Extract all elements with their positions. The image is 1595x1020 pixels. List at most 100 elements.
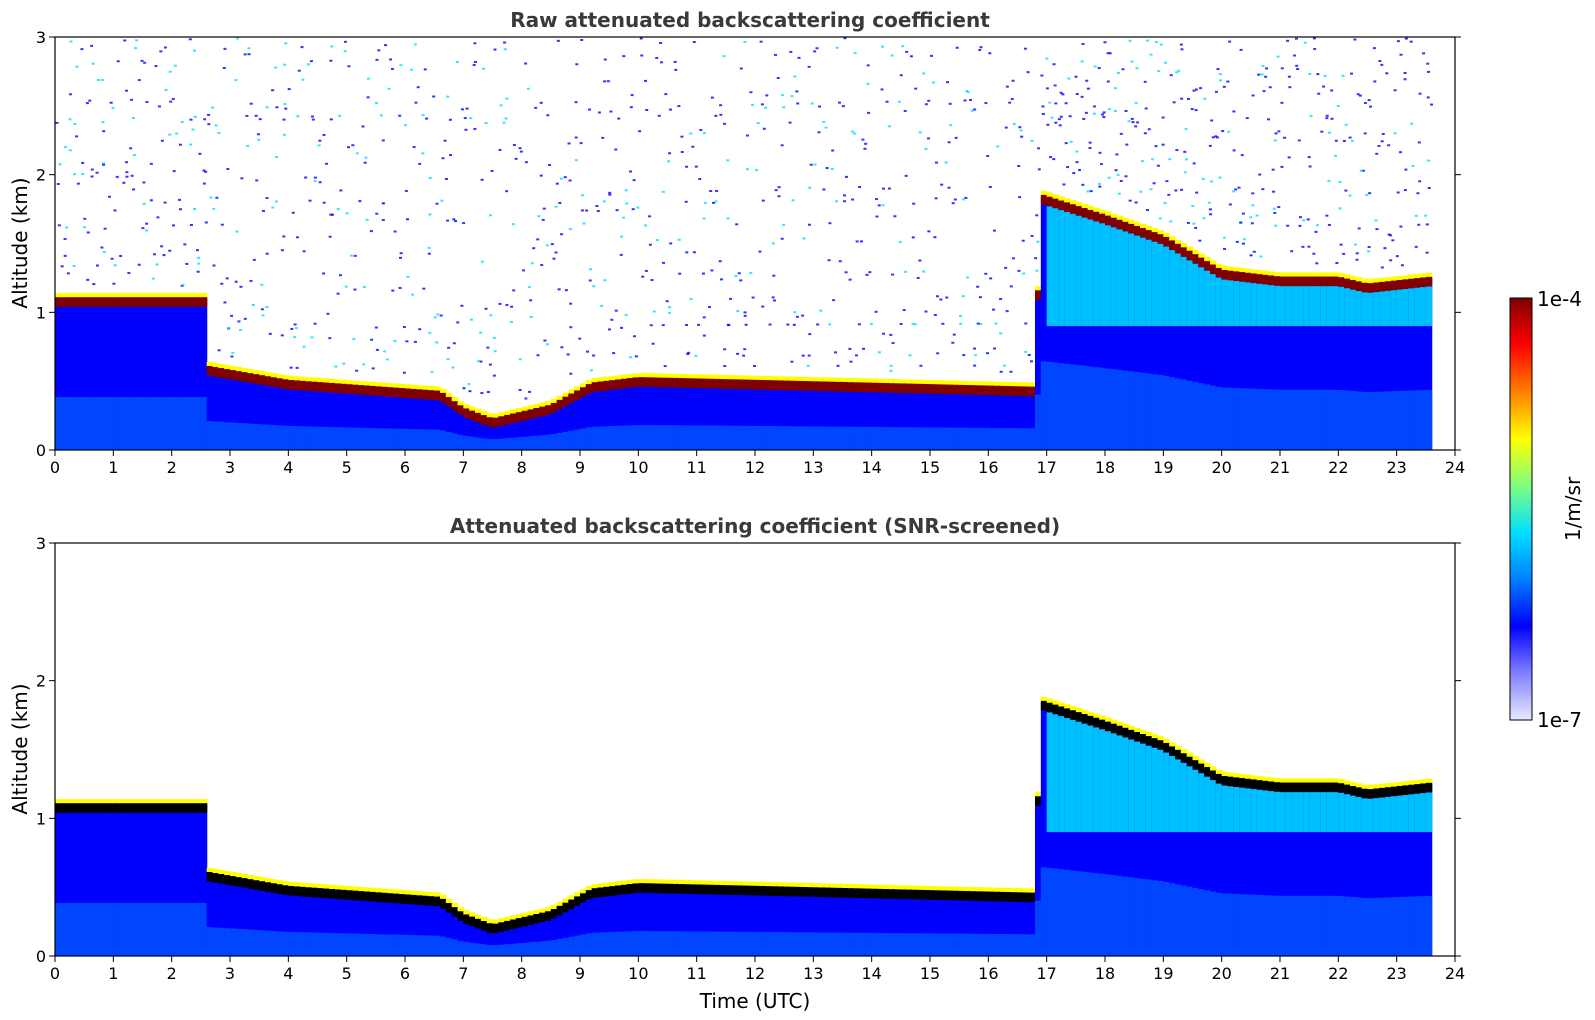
layer-edge-cell bbox=[1134, 727, 1141, 733]
noise-cell bbox=[1335, 261, 1339, 264]
boundary-layer-cell bbox=[970, 386, 978, 450]
near-surface-cell bbox=[1151, 374, 1159, 450]
cloud-layer-cell bbox=[760, 380, 768, 390]
noise-cell bbox=[1035, 269, 1039, 272]
layer-edge-cell bbox=[195, 799, 202, 804]
cloud-layer-cell bbox=[574, 390, 581, 401]
cloud-layer-cell bbox=[644, 377, 651, 387]
cloud-layer-cell bbox=[183, 297, 190, 307]
noise-cell bbox=[1002, 364, 1006, 367]
near-surface-cell bbox=[259, 424, 266, 450]
layer-edge-cell bbox=[1408, 780, 1415, 786]
noise-cell bbox=[528, 390, 532, 393]
near-surface-cell bbox=[848, 932, 855, 956]
layer-edge-cell bbox=[107, 293, 114, 298]
boundary-layer-cell bbox=[1361, 790, 1369, 956]
cloud-layer-cell bbox=[72, 297, 79, 307]
boundary-layer-cell bbox=[475, 920, 482, 956]
cloud-layer-cell bbox=[469, 410, 476, 421]
near-surface-cell bbox=[1268, 389, 1275, 450]
boundary-layer-cell bbox=[784, 381, 791, 450]
noise-cell bbox=[617, 117, 621, 120]
cloud-layer-cell bbox=[1274, 782, 1281, 792]
layer-edge-cell bbox=[819, 377, 826, 383]
noise-cell bbox=[490, 169, 494, 172]
boundary-layer-cell bbox=[66, 298, 74, 450]
noise-cell bbox=[1249, 254, 1253, 257]
noise-cell bbox=[1286, 39, 1290, 42]
cloud-layer-cell bbox=[90, 297, 97, 307]
noise-cell bbox=[1425, 223, 1429, 226]
noise-cell bbox=[569, 326, 573, 329]
layer-edge-cell bbox=[725, 881, 733, 886]
noise-cell bbox=[1315, 262, 1319, 265]
aerosol-cell bbox=[1361, 292, 1369, 327]
noise-cell bbox=[899, 74, 903, 77]
noise-cell bbox=[405, 218, 409, 221]
cloud-layer-cell bbox=[935, 890, 943, 900]
boundary-layer-cell bbox=[451, 908, 459, 956]
noise-cell bbox=[817, 131, 821, 134]
cloud-layer-cell bbox=[1332, 276, 1339, 287]
near-surface-cell bbox=[160, 902, 167, 956]
near-surface-cell bbox=[965, 933, 972, 956]
noise-cell bbox=[608, 328, 612, 331]
noise-cell bbox=[541, 218, 545, 221]
noise-cell bbox=[433, 316, 437, 319]
near-surface-cell bbox=[1396, 390, 1404, 450]
layer-edge-cell bbox=[749, 881, 756, 887]
noise-cell bbox=[389, 58, 393, 61]
layer-edge-cell bbox=[235, 872, 243, 878]
layer-edge-cell bbox=[545, 907, 552, 912]
cloud-layer-cell bbox=[1204, 767, 1211, 777]
aerosol-cell bbox=[1297, 792, 1304, 833]
cloud-layer-cell bbox=[685, 884, 692, 894]
noise-cell bbox=[634, 355, 638, 358]
cloud-layer-cell bbox=[731, 885, 739, 895]
layer-edge-cell bbox=[1169, 742, 1176, 748]
boundary-layer-cell bbox=[335, 384, 342, 450]
layer-edge-cell bbox=[1320, 272, 1328, 278]
layer-edge-cell bbox=[119, 799, 126, 804]
near-surface-cell bbox=[1204, 384, 1211, 450]
near-surface-cell bbox=[498, 944, 505, 956]
near-surface-cell bbox=[381, 934, 389, 956]
near-surface-cell bbox=[1344, 390, 1351, 450]
aerosol-cell bbox=[1110, 227, 1118, 327]
noise-cell bbox=[608, 193, 612, 196]
aerosol-cell bbox=[1250, 283, 1258, 327]
noise-cell bbox=[318, 139, 322, 142]
cloud-layer-cell bbox=[1145, 736, 1153, 746]
boundary-layer-cell bbox=[889, 384, 896, 450]
near-surface-cell bbox=[364, 933, 371, 956]
noise-cell bbox=[755, 169, 759, 172]
cloud-layer-cell bbox=[136, 297, 144, 307]
noise-cell bbox=[881, 45, 885, 48]
near-surface-cell bbox=[1320, 389, 1328, 450]
noise-cell bbox=[282, 235, 286, 238]
near-surface-cell bbox=[801, 426, 809, 450]
layer-edge-cell bbox=[294, 376, 301, 382]
boundary-layer-cell bbox=[825, 888, 832, 956]
near-surface-cell bbox=[889, 933, 896, 956]
layer-edge-cell bbox=[335, 379, 342, 385]
noise-cell bbox=[1375, 152, 1379, 155]
cloud-layer-cell bbox=[1210, 264, 1217, 275]
aerosol-cell bbox=[1128, 233, 1135, 327]
layer-edge-cell bbox=[113, 293, 120, 298]
near-surface-cell bbox=[1309, 389, 1316, 450]
boundary-layer-cell bbox=[428, 897, 435, 956]
noise-cell bbox=[125, 89, 129, 92]
noise-cell bbox=[402, 371, 406, 374]
noise-cell bbox=[986, 155, 990, 158]
cloud-layer-cell bbox=[1093, 211, 1100, 222]
noise-cell bbox=[861, 138, 865, 141]
boundary-layer-cell bbox=[1145, 737, 1153, 956]
cloud-layer-cell bbox=[609, 380, 616, 390]
noise-cell bbox=[480, 392, 484, 395]
noise-cell bbox=[904, 270, 908, 273]
aerosol-cell bbox=[1134, 741, 1141, 833]
near-surface-cell bbox=[1029, 428, 1036, 450]
noise-cell bbox=[432, 95, 436, 98]
near-surface-cell bbox=[795, 932, 803, 956]
